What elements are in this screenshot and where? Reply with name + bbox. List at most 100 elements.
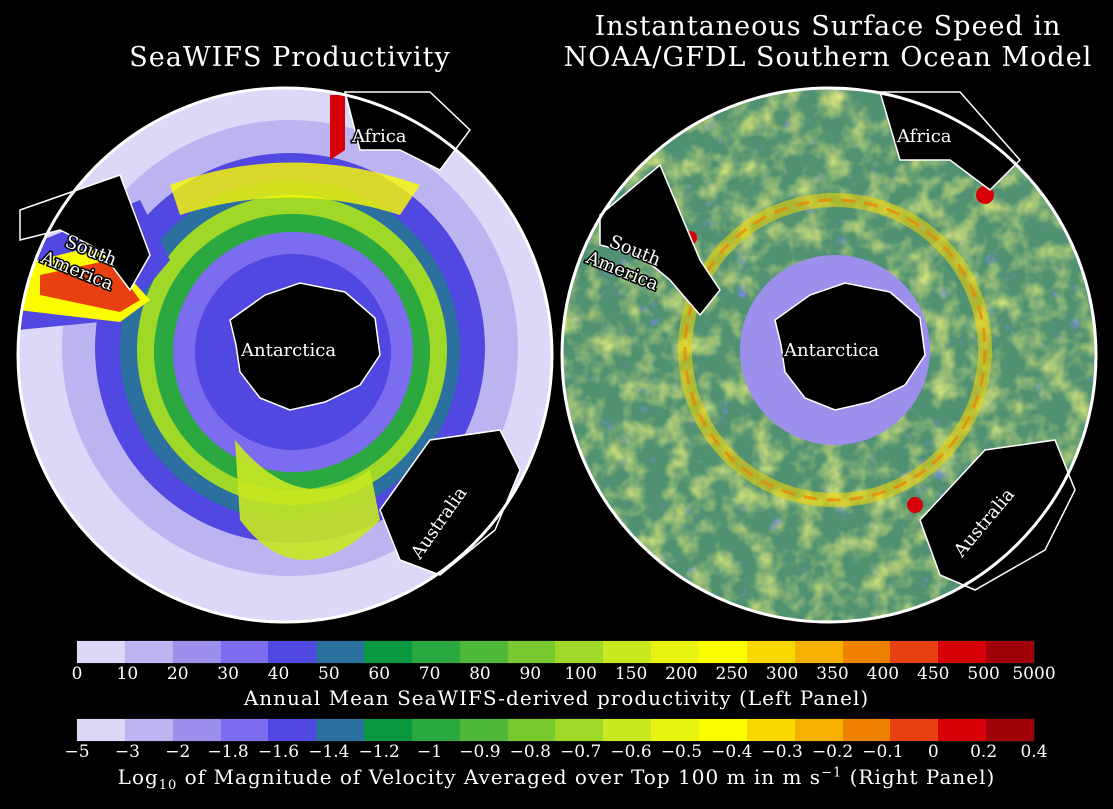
- colorbar-tick-label: 50: [318, 664, 340, 684]
- colorbar-swatch: [172, 641, 221, 663]
- left-map-panel: Africa South America Antarctica Australi…: [16, 86, 554, 624]
- left-panel-title: SeaWIFS Productivity: [129, 42, 451, 73]
- productivity-colorbar-ticks: 0 10 20 30 40 50 60 70 80 90 100 150 200 250 300 350 400…: [72, 664, 1056, 686]
- colorbar-swatch: [77, 641, 125, 663]
- colorbar-tick-label: 0: [71, 664, 83, 684]
- colorbar-tick-label: −1.8: [207, 742, 249, 762]
- velocity-colorbar: [77, 719, 1034, 741]
- colorbar-tick-label: 250: [715, 664, 749, 684]
- colorbar-swatch: [698, 641, 747, 663]
- south-america-land: [19, 174, 151, 292]
- colorbar-swatch: [364, 641, 412, 663]
- colorbar-swatch: [459, 641, 508, 663]
- colorbar-tick-label: 70: [418, 664, 441, 684]
- colorbar-swatch: [986, 719, 1034, 741]
- colorbar-swatch: [268, 719, 317, 741]
- colorbar-tick-label: 20: [166, 664, 189, 684]
- colorbar-swatch: [555, 719, 604, 741]
- colorbar-tick-label: 90: [519, 664, 542, 684]
- colorbar-tick-label: −0.1: [862, 742, 904, 762]
- colorbar-tick-label: 500: [967, 664, 1000, 684]
- colorbar-swatch: [651, 641, 699, 663]
- right-panel-title-line1: Instantaneous Surface Speed in: [594, 11, 1062, 42]
- colorbar-swatch: [459, 719, 508, 741]
- colorbar-swatch: [938, 641, 987, 663]
- colorbar-swatch: [603, 641, 652, 663]
- colorbar-swatch: [411, 719, 460, 741]
- colorbar-tick-label: −0.9: [459, 742, 501, 762]
- colorbar-tick-label: 150: [614, 664, 648, 684]
- colorbar-tick-label: −1.4: [308, 742, 350, 762]
- colorbar-tick-label: 300: [765, 664, 799, 684]
- colorbar-tick-label: 30: [217, 664, 239, 684]
- south-america-land: [599, 163, 721, 317]
- africa-land: [878, 91, 1022, 191]
- colorbar-swatch: [890, 719, 939, 741]
- right-map-panel: Africa South America Antarctica Australi…: [560, 86, 1098, 624]
- africa-land: [344, 91, 472, 171]
- colorbar-tick-label: 5000: [1012, 664, 1056, 684]
- colorbar-tick-label: 0.4: [1020, 742, 1048, 762]
- colorbar-swatch: [220, 719, 269, 741]
- colorbar-swatch: [794, 641, 843, 663]
- colorbar-swatch: [986, 641, 1034, 663]
- colorbar-tick-label: −0.7: [560, 742, 602, 762]
- colorbar-swatch: [507, 719, 556, 741]
- colorbar-swatch: [124, 641, 173, 663]
- colorbar-tick-label: 40: [267, 664, 290, 684]
- colorbar-swatch: [603, 719, 652, 741]
- colorbar-tick-label: 0.2: [970, 742, 998, 762]
- colorbar-swatch: [268, 641, 317, 663]
- velocity-colorbar-caption: Log10 of Magnitude of Velocity Averaged …: [117, 765, 996, 793]
- colorbar-tick-label: −1.2: [358, 742, 400, 762]
- colorbar-swatch: [842, 641, 891, 663]
- colorbar-swatch: [938, 719, 987, 741]
- colorbar-swatch: [124, 719, 173, 741]
- colorbar-swatch: [172, 719, 221, 741]
- colorbar-swatch: [698, 719, 747, 741]
- colorbar-tick-label: −0.4: [711, 742, 753, 762]
- colorbar-tick-label: 450: [917, 664, 950, 684]
- colorbar-swatch: [746, 641, 795, 663]
- colorbar-swatch: [411, 641, 460, 663]
- colorbar-tick-label: −0.5: [660, 742, 703, 762]
- colorbar-swatch: [842, 719, 891, 741]
- colorbar-tick-label: −0.2: [811, 742, 854, 762]
- colorbar-tick-label: −0.3: [761, 742, 803, 762]
- left-label-africa: Africa: [351, 126, 407, 147]
- colorbar-tick-label: 350: [816, 664, 849, 684]
- colorbar-swatch: [651, 719, 699, 741]
- colorbar-swatch: [507, 641, 556, 663]
- right-label-antarctica: Antarctica: [783, 340, 879, 361]
- colorbar-swatch: [794, 719, 843, 741]
- colorbar-swatch: [316, 719, 365, 741]
- colorbar-tick-label: −1: [417, 742, 443, 762]
- colorbar-swatch: [364, 719, 412, 741]
- right-panel-title-line2: NOAA/GFDL Southern Ocean Model: [563, 42, 1093, 73]
- colorbar-tick-label: 60: [368, 664, 391, 684]
- left-label-antarctica: Antarctica: [240, 340, 336, 361]
- colorbar-swatch: [316, 641, 365, 663]
- right-label-africa: Africa: [896, 126, 952, 147]
- velocity-colorbar-ticks: −5 −3 −2 −1.8 −1.6 −1.4 −1.2 −1 −0.9 −0.8 −0.7 −0.6…: [64, 742, 1047, 764]
- colorbar-tick-label: 80: [469, 664, 491, 684]
- colorbar-tick-label: 10: [116, 664, 139, 684]
- colorbar-tick-label: −0.8: [509, 742, 551, 762]
- antarctica-land: [774, 282, 926, 411]
- colorbar-tick-label: 100: [564, 664, 597, 684]
- colorbar-tick-label: 0: [927, 742, 939, 762]
- antarctica-land: [229, 282, 381, 411]
- colorbar-swatch: [555, 641, 604, 663]
- colorbar-tick-label: −5: [64, 742, 90, 762]
- colorbar-tick-label: −1.6: [257, 742, 300, 762]
- productivity-colorbar: [77, 641, 1034, 663]
- colorbar-tick-label: 200: [665, 664, 698, 684]
- maps-canvas: Africa South America Antarctica Australi…: [16, 86, 1098, 624]
- colorbar-tick-label: −0.6: [610, 742, 652, 762]
- australia-land: [919, 439, 1076, 591]
- colorbar-tick-label: −3: [114, 742, 140, 762]
- productivity-colorbar-caption: Annual Mean SeaWIFS-derived productivity…: [243, 686, 870, 710]
- colorbar-swatch: [220, 641, 269, 663]
- colorbar-swatch: [77, 719, 125, 741]
- colorbar-swatch: [746, 719, 795, 741]
